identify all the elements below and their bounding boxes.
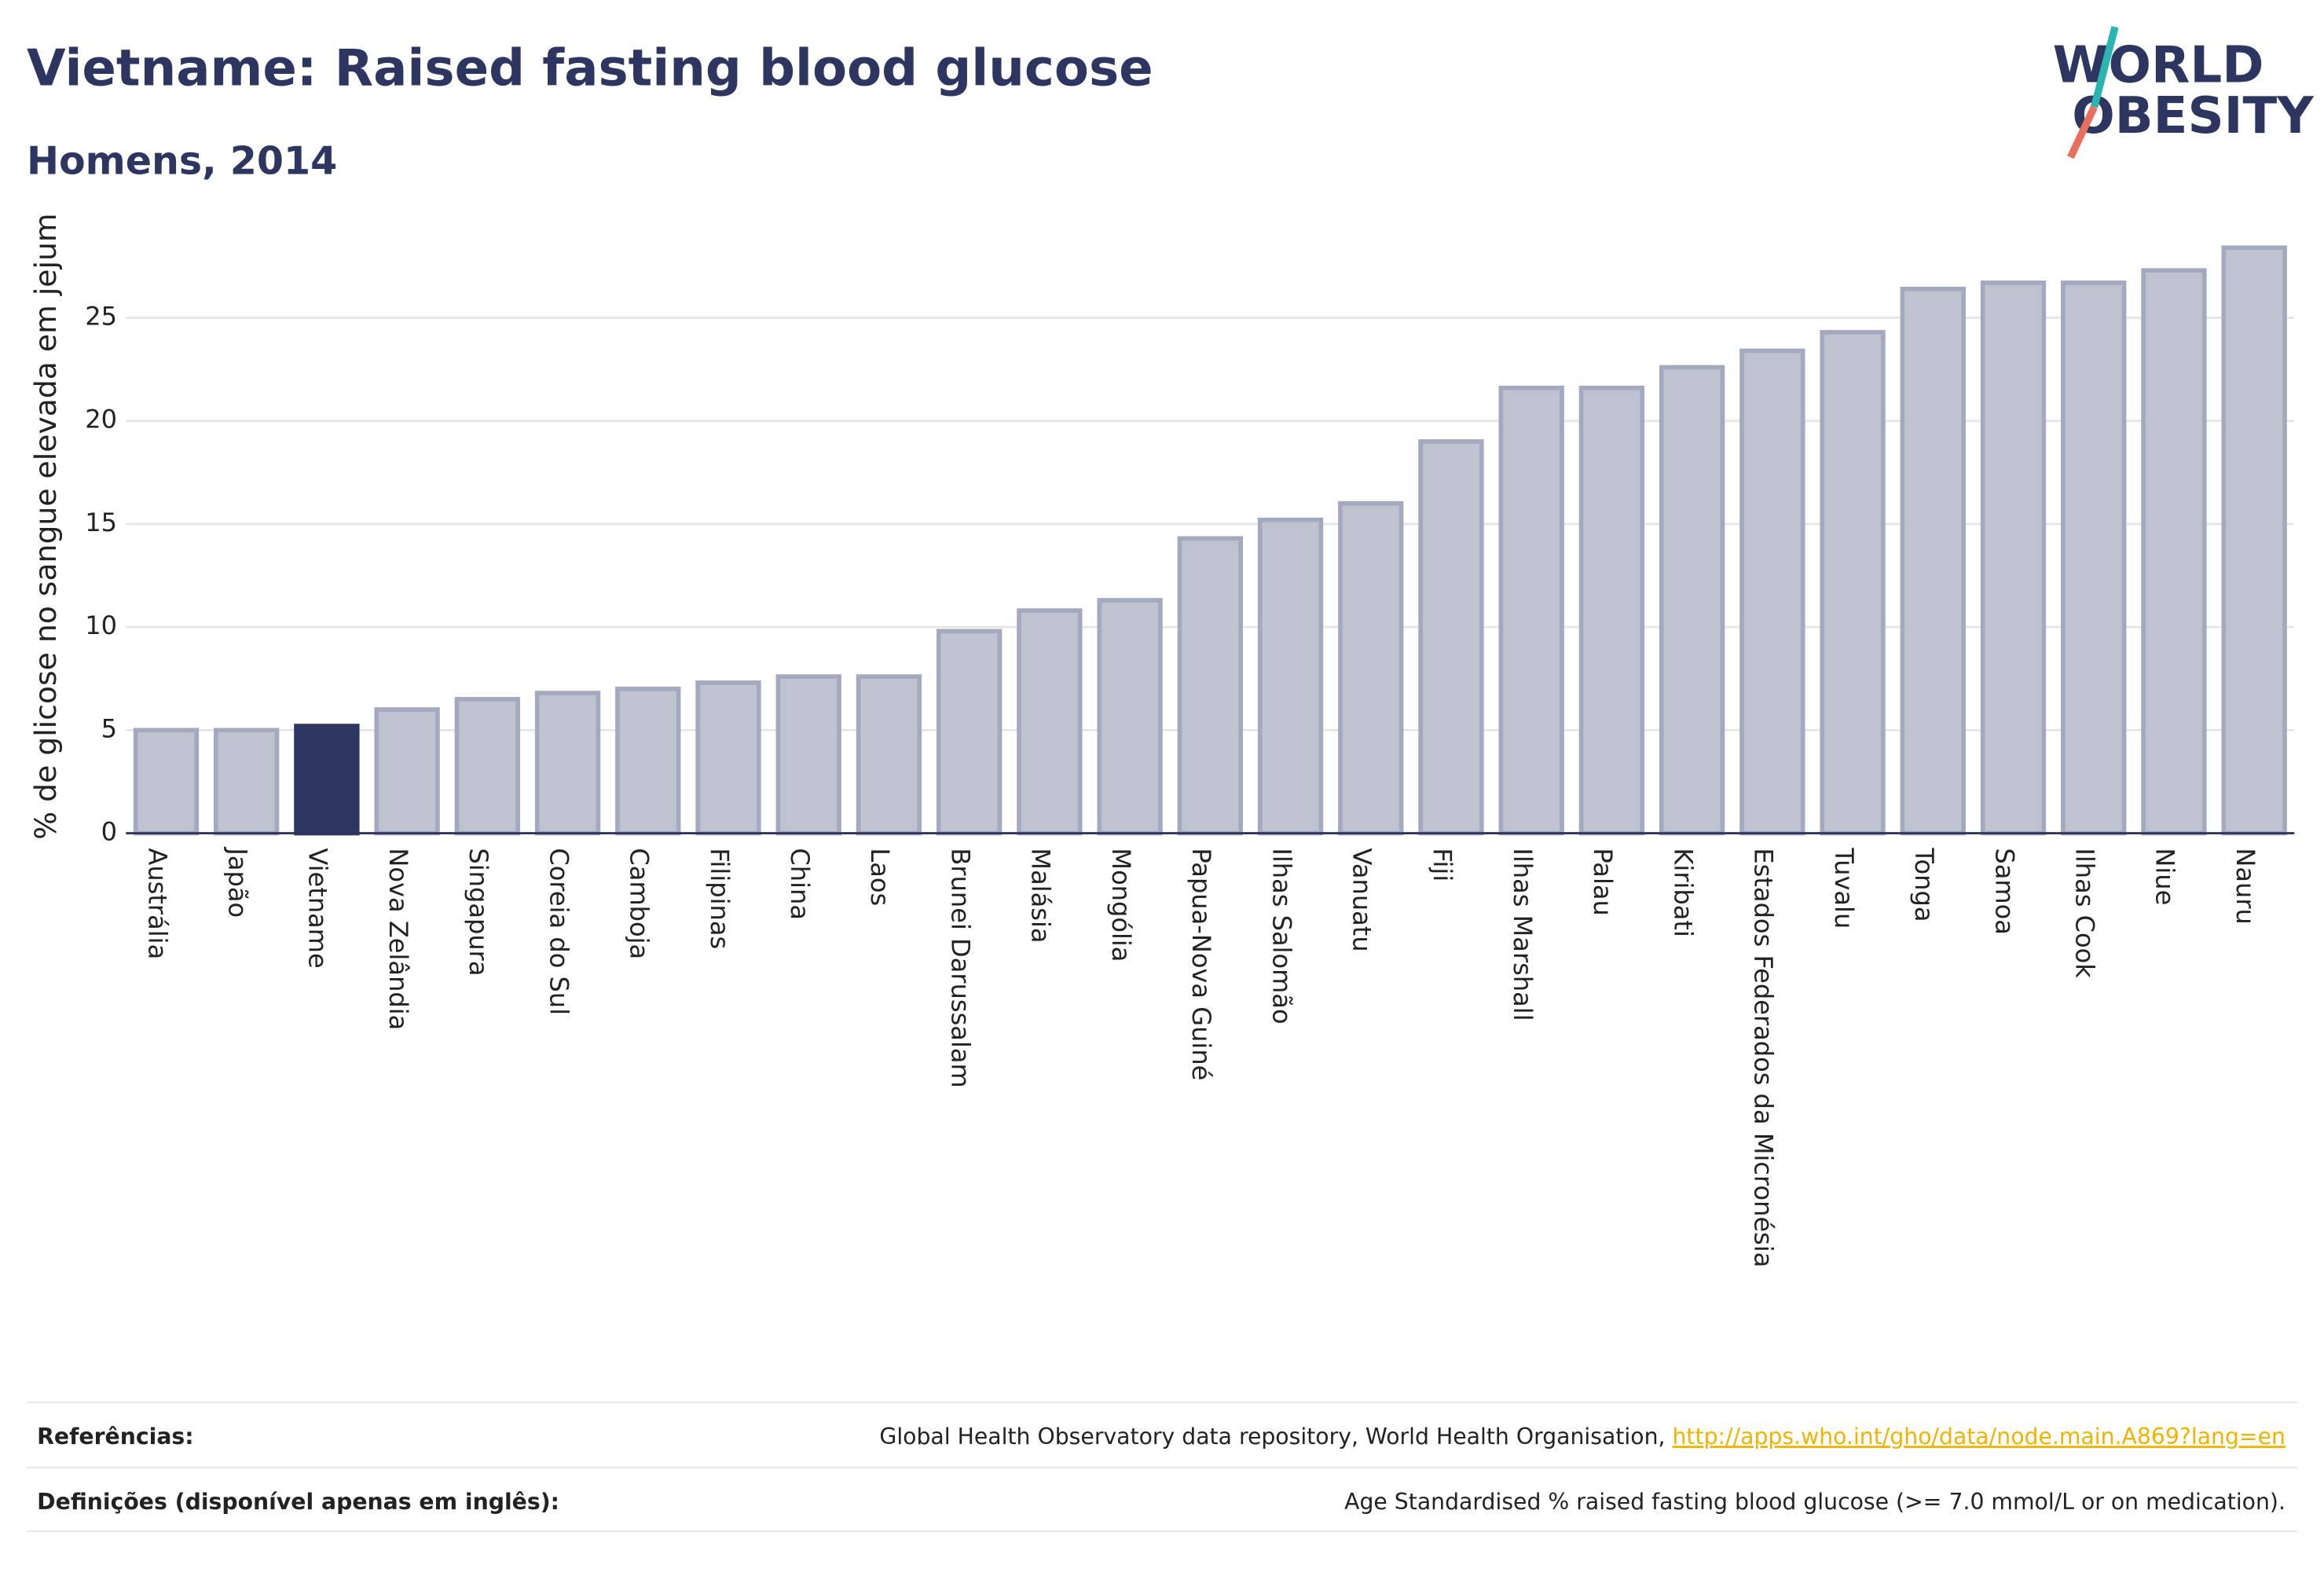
x-tick-label: Camboja [625,848,654,959]
bar [1820,330,1886,836]
x-tick-label: Tuvalu [1829,847,1859,929]
bar [1739,348,1805,836]
footer-text: Global Health Observatory data repositor… [879,1424,2286,1450]
x-tick-label: Coreia do Sul [544,848,574,1015]
bar [695,680,761,836]
bar [534,691,601,836]
reference-link[interactable]: http://apps.who.int/gho/data/node.main.A… [1673,1424,2286,1450]
x-tick-label: Vanuatu [1347,848,1377,951]
bar [2221,245,2287,836]
logo-text: OBESITY [2072,86,2315,145]
bar [1177,536,1243,836]
logo-text: WORLD [2053,36,2264,95]
x-tick-label: Japão [222,846,252,918]
bar [856,674,922,836]
x-tick-label: Nova Zelândia [383,848,413,1030]
x-tick-label: Niue [2150,848,2180,905]
bar [2141,268,2207,836]
footer-text: Age Standardised % raised fasting blood … [1344,1489,2286,1515]
bar [214,728,280,836]
x-tick-label: Fiji [1428,848,1457,881]
x-tick-label: Estados Federados da Micronésia [1749,848,1779,1267]
y-tick-label: 10 [85,610,117,640]
bar [2061,280,2127,836]
y-tick-label: 15 [85,508,117,537]
chart-title: Vietname: Raised fasting blood glucose [27,38,1153,97]
x-tick-label: Malásia [1026,848,1056,943]
x-tick-label: Samoa [1989,848,2019,935]
x-tick-label: Palau [1588,848,1618,915]
x-tick-label: Mongólia [1106,848,1136,962]
x-tick-label: Singapura [464,848,493,976]
bar [1418,439,1484,836]
bar [294,724,360,836]
x-tick-label: China [785,848,815,920]
y-tick-label: 0 [101,817,117,847]
x-tick-label: Vietname [303,848,333,968]
bar [1659,365,1725,836]
y-tick-label: 25 [85,302,117,332]
bar [775,674,841,836]
y-axis-label: % de glicose no sangue elevada em jejum [28,213,63,839]
bar [615,687,681,836]
bar [1097,598,1163,836]
y-tick-label: 5 [101,713,117,743]
x-tick-label: Tonga [1909,847,1939,922]
bar [1257,517,1324,836]
footer-label: Referências: [37,1424,193,1450]
bar [1498,385,1564,836]
bar [1980,280,2047,836]
x-tick-label: Papua-Nova Guiné [1186,848,1216,1080]
bar [1900,286,1966,836]
logo-slash [2091,26,2119,108]
x-tick-label: Ilhas Salomão [1266,848,1296,1024]
y-tick-label: 20 [85,405,117,434]
bar [1338,500,1404,836]
bar [454,697,521,836]
x-tick-label: Nauru [2231,848,2260,924]
x-tick-label: Laos [865,848,895,906]
bar [936,629,1003,836]
logo-slash [2067,105,2098,159]
x-tick-label: Ilhas Cook [2070,848,2100,978]
x-tick-label: Austrália [142,848,172,959]
x-tick-label: Brunei Darussalam [945,848,975,1087]
reference-text: Global Health Observatory data repositor… [879,1424,1672,1450]
bar [1017,608,1083,836]
bar [374,707,440,836]
x-tick-label: Kiribati [1668,848,1698,937]
footer-label: Definições (disponível apenas em inglês)… [37,1489,559,1515]
x-tick-label: Filipinas [705,848,735,949]
x-tick-label: Ilhas Marshall [1508,848,1538,1021]
chart-subtitle: Homens, 2014 [27,137,337,183]
bar [133,728,200,836]
bar [1578,385,1645,836]
